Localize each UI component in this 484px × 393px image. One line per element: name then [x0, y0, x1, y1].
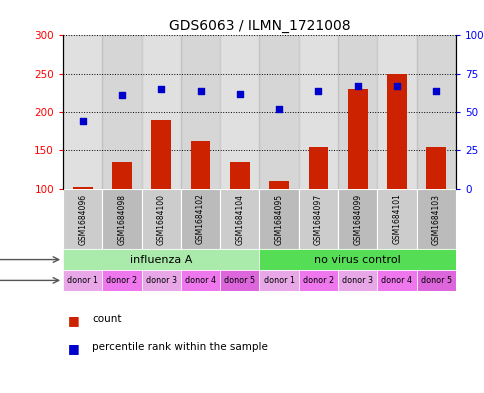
Point	[353, 83, 361, 89]
Text: GSM1684098: GSM1684098	[117, 193, 126, 244]
Point	[157, 86, 165, 92]
Bar	[269, 181, 288, 189]
Bar	[73, 187, 92, 189]
Bar	[298, 270, 337, 291]
Bar	[181, 189, 220, 249]
Bar	[141, 35, 181, 189]
Bar	[181, 270, 220, 291]
Bar	[141, 189, 181, 249]
Point	[392, 83, 400, 89]
Text: GSM1684104: GSM1684104	[235, 193, 244, 244]
Bar	[63, 270, 102, 291]
Text: GSM1684103: GSM1684103	[431, 193, 440, 244]
Bar	[63, 35, 102, 189]
Bar	[337, 35, 377, 189]
Text: GSM1684096: GSM1684096	[78, 193, 87, 244]
Bar	[377, 35, 416, 189]
Bar	[337, 270, 377, 291]
Text: donor 4: donor 4	[381, 276, 411, 285]
Text: GSM1684095: GSM1684095	[274, 193, 283, 244]
Bar	[181, 35, 220, 189]
Bar	[220, 270, 259, 291]
Bar	[63, 189, 102, 249]
Bar	[259, 249, 455, 270]
Bar	[102, 270, 141, 291]
Text: donor 2: donor 2	[302, 276, 333, 285]
Text: no virus control: no virus control	[314, 255, 400, 264]
Text: ■: ■	[68, 342, 79, 355]
Bar	[151, 120, 171, 189]
Bar	[416, 270, 455, 291]
Bar	[347, 89, 367, 189]
Bar	[386, 74, 406, 189]
Bar	[298, 189, 337, 249]
Bar	[102, 189, 141, 249]
Text: GSM1684097: GSM1684097	[313, 193, 322, 244]
Bar	[259, 189, 298, 249]
Text: donor 2: donor 2	[106, 276, 137, 285]
Bar	[102, 35, 141, 189]
Bar	[259, 270, 298, 291]
Bar	[190, 141, 210, 189]
Text: ■: ■	[68, 314, 79, 327]
Point	[197, 88, 204, 94]
Text: influenza A: influenza A	[130, 255, 192, 264]
Text: donor 5: donor 5	[224, 276, 255, 285]
Text: percentile rank within the sample: percentile rank within the sample	[92, 342, 268, 352]
Text: donor 1: donor 1	[263, 276, 294, 285]
Point	[78, 118, 86, 125]
Bar	[377, 189, 416, 249]
Bar	[63, 249, 259, 270]
Bar	[259, 35, 298, 189]
Bar	[298, 35, 337, 189]
Text: GSM1684101: GSM1684101	[392, 194, 401, 244]
Point	[118, 92, 126, 98]
Bar	[425, 147, 445, 189]
Text: count: count	[92, 314, 121, 324]
Text: donor 3: donor 3	[342, 276, 372, 285]
Bar	[220, 35, 259, 189]
Text: donor 1: donor 1	[67, 276, 98, 285]
Point	[431, 88, 439, 94]
Bar	[229, 162, 249, 189]
Text: donor 4: donor 4	[185, 276, 215, 285]
Text: donor 3: donor 3	[146, 276, 176, 285]
Bar	[337, 189, 377, 249]
Text: donor 5: donor 5	[420, 276, 451, 285]
Text: GSM1684099: GSM1684099	[352, 193, 362, 244]
Text: GSM1684102: GSM1684102	[196, 194, 205, 244]
Bar	[308, 147, 328, 189]
Bar	[220, 189, 259, 249]
Bar	[416, 189, 455, 249]
Bar	[112, 162, 132, 189]
Bar	[141, 270, 181, 291]
Title: GDS6063 / ILMN_1721008: GDS6063 / ILMN_1721008	[168, 19, 349, 33]
Text: GSM1684100: GSM1684100	[156, 193, 166, 244]
Point	[274, 106, 282, 112]
Point	[235, 90, 243, 97]
Bar	[377, 270, 416, 291]
Point	[314, 88, 321, 94]
Bar	[416, 35, 455, 189]
